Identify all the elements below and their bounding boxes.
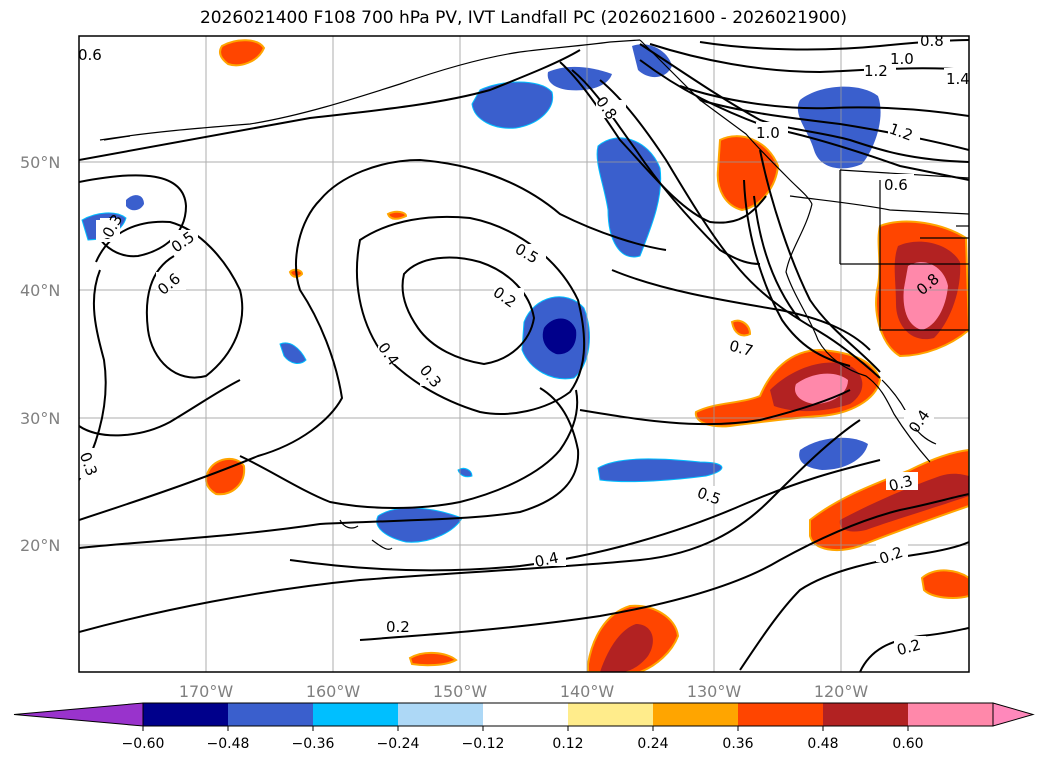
lat-label: 50°N xyxy=(20,153,60,172)
graticule xyxy=(79,36,969,672)
colorbar-tick-label: −0.24 xyxy=(377,736,420,752)
colorbar-segment xyxy=(228,703,313,726)
positive-anomaly-regions xyxy=(205,39,969,672)
negative-anomaly-regions xyxy=(81,44,881,543)
colorbar-segment xyxy=(398,703,483,726)
colorbar-tick-label: −0.60 xyxy=(122,736,165,752)
colorbar-tick-label: 0.60 xyxy=(892,736,923,752)
contour-label: 0.7 xyxy=(727,337,755,361)
lon-label: 120°W xyxy=(814,682,869,701)
colorbar-segment xyxy=(738,703,823,726)
latitude-labels: 50°N 40°N 30°N 20°N xyxy=(20,153,60,555)
pv-contours xyxy=(79,39,969,672)
colorbar-segment xyxy=(313,703,398,726)
colorbar-tick-label: 0.36 xyxy=(722,736,753,752)
map-frame xyxy=(78,35,970,673)
contour-labels: 0.6 0.3 0.5 0.6 0.4 0.3 0.2 0.5 0.8 1.0 … xyxy=(76,32,970,660)
map-title: 2026021400 F108 700 hPa PV, IVT Landfall… xyxy=(199,8,847,28)
colorbar-segment xyxy=(908,703,993,726)
colorbar-tick-label: −0.12 xyxy=(462,736,505,752)
contour-label: 0.6 xyxy=(884,176,908,194)
contour-label: 0.2 xyxy=(386,618,410,636)
colorbar-tick-label: 0.24 xyxy=(637,736,668,752)
contour-label: 1.0 xyxy=(890,50,914,68)
lon-label: 160°W xyxy=(306,682,361,701)
contour-label: 1.4 xyxy=(946,70,970,88)
colorbar-segment xyxy=(653,703,738,726)
contour-label: 0.8 xyxy=(920,32,944,50)
colorbar-tick-label: −0.36 xyxy=(292,736,335,752)
contour-label: 0.3 xyxy=(76,450,101,479)
longitude-labels: 170°W 160°W 150°W 140°W 130°W 120°W xyxy=(179,682,869,701)
contour-label: 0.6 xyxy=(78,46,102,64)
lon-label: 130°W xyxy=(687,682,742,701)
colorbar-tick-label: 0.48 xyxy=(807,736,838,752)
colorbar-extend-min xyxy=(13,702,144,727)
coastlines xyxy=(99,39,969,550)
lon-label: 140°W xyxy=(560,682,615,701)
colorbar: −0.60 −0.48 −0.36 −0.24 −0.12 0.12 0.24 0.36 0.4… xyxy=(13,702,1035,752)
lon-label: 150°W xyxy=(433,682,488,701)
colorbar-tick-label: −0.48 xyxy=(207,736,250,752)
contour-label: 1.2 xyxy=(864,62,888,80)
contour-label: 1.0 xyxy=(756,124,780,142)
colorbar-extend-max xyxy=(992,702,1035,727)
colorbar-segment xyxy=(143,703,228,726)
contour-label: 0.3 xyxy=(887,472,915,496)
colorbar-segment xyxy=(483,703,568,726)
contour-label: 0.4 xyxy=(533,548,560,571)
colorbar-tick-label: 0.12 xyxy=(552,736,583,752)
contour-label: 0.2 xyxy=(895,636,923,660)
lat-label: 20°N xyxy=(20,536,60,555)
lat-label: 40°N xyxy=(20,281,60,300)
lon-label: 170°W xyxy=(179,682,234,701)
colorbar-segment xyxy=(823,703,908,726)
colorbar-segment xyxy=(568,703,653,726)
lat-label: 30°N xyxy=(20,409,60,428)
